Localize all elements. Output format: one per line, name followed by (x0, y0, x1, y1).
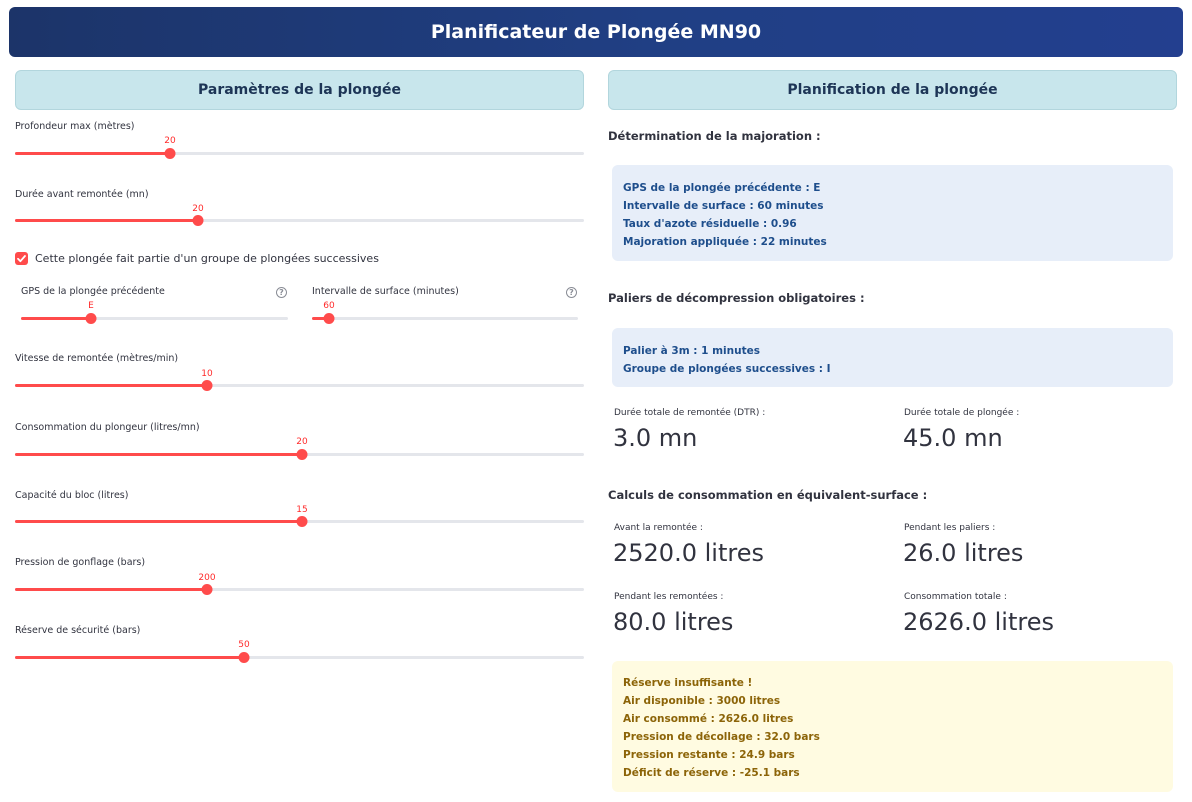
depth-slider-fill (15, 152, 170, 155)
surface-interval-slider-thumb[interactable] (323, 313, 335, 324)
consumption-slider-value: 20 (296, 437, 308, 447)
fill-pressure-slider-fill (15, 588, 207, 591)
warning-line: Air consommé : 2626.0 litres (623, 713, 794, 725)
majoration-line: Taux d'azote résiduelle : 0.96 (623, 218, 797, 230)
consumption-heading: Calculs de consommation en équivalent-su… (608, 488, 928, 502)
warning-line: Pression restante : 24.9 bars (623, 749, 795, 761)
successive-dives-checkbox[interactable] (15, 252, 28, 265)
before-ascent-label: Avant la remontée : (614, 523, 703, 533)
ascent-speed-slider-thumb[interactable] (201, 380, 213, 391)
total-dive-duration-value: 45.0 mn (903, 424, 1003, 452)
total-consumption-label: Consommation totale : (904, 592, 1007, 602)
depth-slider-value: 20 (164, 136, 176, 146)
depth-slider-thumb[interactable] (164, 148, 176, 159)
total-dive-duration-label: Durée totale de plongée : (904, 408, 1020, 418)
surface-interval-slider-fill (312, 317, 329, 320)
help-circle-icon[interactable]: ? (566, 287, 577, 298)
consumption-slider-fill (15, 453, 302, 456)
majoration-info-box: GPS de la plongée précédente : E Interva… (612, 165, 1173, 261)
dtr-value: 3.0 mn (613, 424, 698, 452)
warning-line: Réserve insuffisante ! (623, 677, 753, 689)
safety-reserve-slider[interactable] (15, 652, 584, 663)
safety-reserve-slider-label: Réserve de sécurité (bars) (15, 625, 141, 636)
tank-capacity-slider-fill (15, 520, 302, 523)
surface-interval-slider-label: Intervalle de surface (minutes) (312, 286, 459, 297)
tank-capacity-slider-value: 15 (296, 505, 308, 515)
palier-line: Palier à 3m : 1 minutes (623, 345, 760, 357)
parameters-header: Paramètres de la plongée (15, 70, 584, 110)
depth-slider-label: Profondeur max (mètres) (15, 121, 135, 132)
palier-line: Groupe de plongées successives : I (623, 363, 831, 375)
help-circle-icon[interactable]: ? (276, 287, 287, 298)
during-stops-label: Pendant les paliers : (904, 523, 996, 533)
gps-slider-label: GPS de la plongée précédente (21, 286, 165, 297)
before-ascent-value: 2520.0 litres (613, 539, 764, 567)
duration-slider-label: Durée avant remontée (mn) (15, 189, 149, 200)
ascent-speed-slider-label: Vitesse de remontée (mètres/min) (15, 353, 179, 364)
warning-line: Déficit de réserve : -25.1 bars (623, 767, 800, 779)
majoration-line: Majoration appliquée : 22 minutes (623, 236, 827, 248)
duration-slider-thumb[interactable] (192, 215, 204, 226)
surface-interval-slider-value: 60 (323, 301, 335, 311)
gps-slider-fill (21, 317, 91, 320)
app-title: Planificateur de Plongée MN90 (9, 7, 1183, 57)
reserve-warning-box: Réserve insuffisante ! Air disponible : … (612, 661, 1173, 792)
ascent-speed-slider[interactable] (15, 380, 584, 391)
gps-slider[interactable] (21, 313, 288, 324)
tank-capacity-slider-label: Capacité du bloc (litres) (15, 490, 129, 501)
majoration-heading: Détermination de la majoration : (608, 129, 821, 143)
successive-dives-label[interactable]: Cette plongée fait partie d'un groupe de… (35, 252, 379, 265)
tank-capacity-slider[interactable] (15, 516, 584, 527)
total-consumption-value: 2626.0 litres (903, 608, 1054, 636)
fill-pressure-slider-value: 200 (198, 573, 216, 583)
during-ascents-value: 80.0 litres (613, 608, 734, 636)
gps-slider-value: E (88, 301, 94, 311)
duration-slider-value: 20 (192, 204, 204, 214)
warning-line: Air disponible : 3000 litres (623, 695, 781, 707)
consumption-slider-label: Consommation du plongeur (litres/mn) (15, 422, 200, 433)
tank-capacity-slider-thumb[interactable] (296, 516, 308, 527)
surface-interval-slider[interactable] (312, 313, 578, 324)
duration-slider-fill (15, 219, 198, 222)
duration-slider[interactable] (15, 215, 584, 226)
depth-slider[interactable] (15, 148, 584, 159)
fill-pressure-slider-thumb[interactable] (201, 584, 213, 595)
paliers-heading: Paliers de décompression obligatoires : (608, 291, 865, 305)
paliers-info-box: Palier à 3m : 1 minutes Groupe de plongé… (612, 328, 1173, 387)
consumption-slider[interactable] (15, 449, 584, 460)
safety-reserve-slider-thumb[interactable] (238, 652, 250, 663)
fill-pressure-slider[interactable] (15, 584, 584, 595)
check-icon (17, 255, 26, 263)
gps-slider-thumb[interactable] (85, 313, 97, 324)
safety-reserve-slider-value: 50 (238, 640, 250, 650)
during-stops-value: 26.0 litres (903, 539, 1024, 567)
majoration-line: Intervalle de surface : 60 minutes (623, 200, 824, 212)
ascent-speed-slider-value: 10 (201, 369, 213, 379)
majoration-line: GPS de la plongée précédente : E (623, 182, 821, 194)
ascent-speed-slider-fill (15, 384, 207, 387)
dtr-label: Durée totale de remontée (DTR) : (614, 408, 766, 418)
during-ascents-label: Pendant les remontées : (614, 592, 724, 602)
safety-reserve-slider-fill (15, 656, 244, 659)
planning-header: Planification de la plongée (608, 70, 1177, 110)
consumption-slider-thumb[interactable] (296, 449, 308, 460)
fill-pressure-slider-label: Pression de gonflage (bars) (15, 557, 146, 568)
warning-line: Pression de décollage : 32.0 bars (623, 731, 820, 743)
